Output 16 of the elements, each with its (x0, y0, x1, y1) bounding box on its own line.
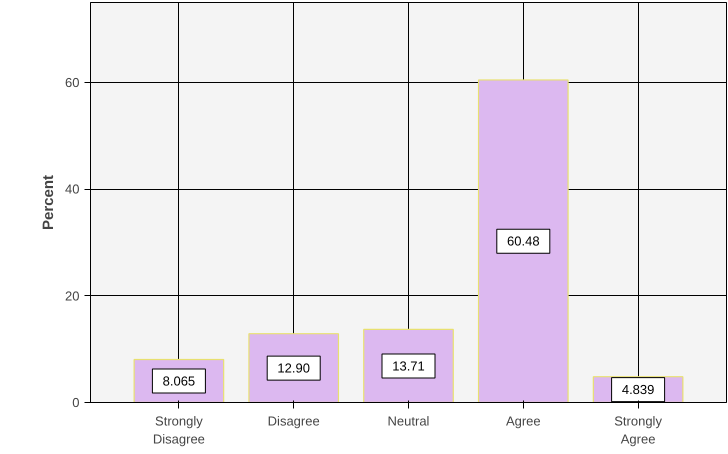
x-tick-label: Disagree (268, 414, 320, 428)
y-tick-label: 0 (72, 395, 80, 410)
x-tick-label: Strongly Disagree (152, 414, 205, 446)
data-label: 8.065 (162, 373, 196, 388)
y-tick-label: 20 (65, 288, 80, 304)
x-tick-label: Strongly Agree (614, 414, 662, 446)
data-label: 60.48 (507, 234, 540, 249)
bar (478, 79, 569, 402)
y-tick-label: 60 (65, 75, 80, 90)
x-tick-label: Agree (506, 414, 541, 428)
data-label: 4.839 (622, 382, 654, 398)
y-axis-title: Percent (40, 174, 58, 230)
data-label: 12.90 (277, 360, 310, 376)
y-tick-label: 40 (65, 182, 80, 197)
x-tick-label: Neutral (388, 414, 430, 428)
data-label: 13.71 (392, 358, 425, 374)
